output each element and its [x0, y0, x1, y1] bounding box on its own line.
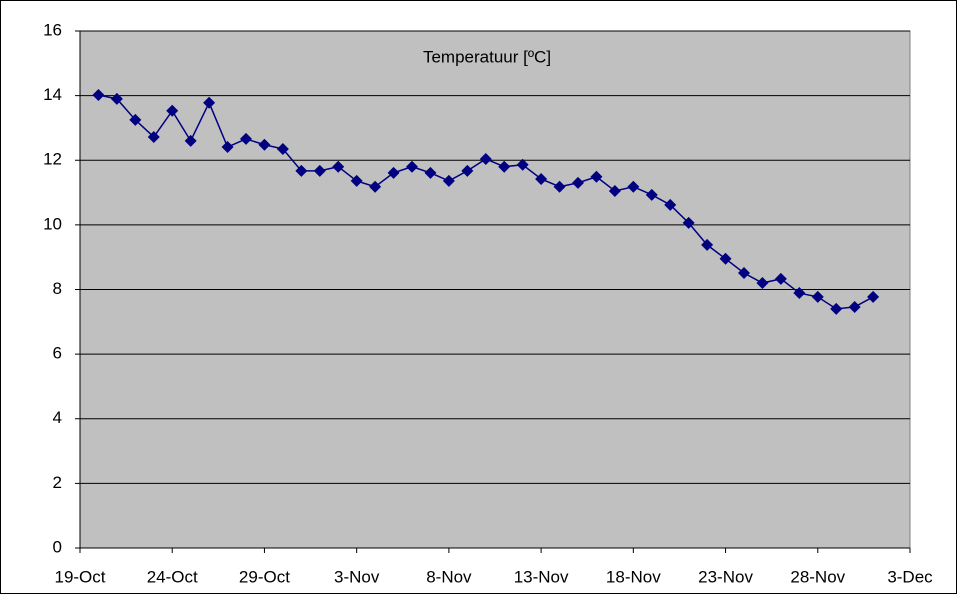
data-point	[184, 134, 197, 147]
data-point	[350, 174, 363, 187]
data-point	[479, 152, 492, 165]
x-tick-label: 24-Oct	[147, 567, 198, 586]
y-tick-label: 10	[43, 214, 62, 233]
data-point	[572, 176, 584, 189]
data-point	[92, 88, 105, 101]
data-point	[129, 113, 142, 126]
data-point	[498, 160, 511, 173]
data-point	[221, 141, 234, 154]
x-tick-label: 13-Nov	[514, 567, 569, 586]
data-point	[664, 198, 677, 211]
data-point	[461, 164, 474, 177]
data-point	[535, 172, 548, 185]
x-tick-label: 28-Nov	[790, 567, 845, 586]
x-tick-label: 18-Nov	[606, 567, 661, 586]
data-point	[406, 160, 418, 173]
y-tick-label: 14	[43, 85, 62, 104]
y-tick-label: 2	[53, 473, 62, 492]
data-point	[627, 180, 640, 193]
y-tick-label: 6	[53, 344, 62, 363]
data-point	[645, 188, 658, 201]
data-point	[719, 252, 732, 265]
data-point	[166, 104, 179, 117]
data-point	[110, 92, 123, 105]
data-point	[313, 164, 326, 177]
data-point	[774, 272, 787, 285]
data-point	[848, 300, 861, 313]
data-point	[811, 290, 824, 303]
data-point	[553, 180, 566, 193]
data-point	[258, 138, 271, 151]
x-tick-label: 3-Nov	[334, 567, 380, 586]
y-tick-label: 16	[43, 20, 62, 39]
data-point	[369, 180, 382, 193]
x-tick-label: 19-Oct	[54, 567, 105, 586]
x-tick-label: 23-Nov	[698, 567, 753, 586]
data-point	[701, 238, 714, 251]
x-tick-label: 3-Dec	[887, 567, 933, 586]
y-tick-label: 0	[53, 537, 62, 556]
data-point	[147, 130, 160, 143]
data-point	[240, 132, 252, 145]
y-tick-label: 12	[43, 150, 62, 169]
data-point	[332, 160, 345, 173]
data-point	[793, 287, 806, 300]
data-point	[387, 166, 400, 179]
data-point	[867, 290, 880, 303]
data-point	[276, 142, 289, 155]
chart-title: Temperatuur [ºC]	[423, 47, 551, 66]
data-point	[516, 158, 529, 171]
data-point	[203, 96, 216, 109]
data-point	[608, 184, 621, 197]
data-point	[590, 170, 603, 183]
data-point	[830, 302, 843, 315]
data-point	[738, 267, 750, 280]
y-tick-label: 8	[53, 279, 62, 298]
y-tick-label: 4	[53, 408, 62, 427]
x-tick-label: 29-Oct	[239, 567, 290, 586]
data-point	[424, 166, 437, 179]
data-point	[756, 277, 769, 290]
x-tick-label: 8-Nov	[426, 567, 472, 586]
data-point	[295, 164, 308, 177]
data-point	[682, 216, 695, 229]
data-point	[442, 174, 455, 187]
